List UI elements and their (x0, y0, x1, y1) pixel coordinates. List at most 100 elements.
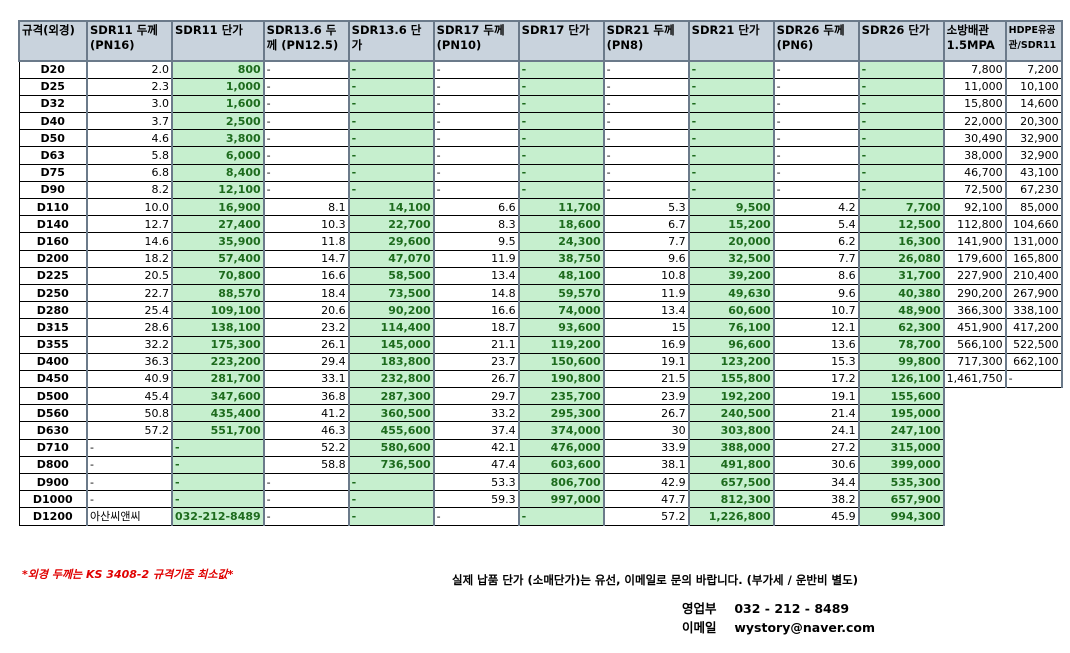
price-cell: 31,700 (858, 266, 945, 285)
thickness-cell: - (86, 472, 173, 492)
thickness-cell: 5.4 (773, 215, 860, 234)
thickness-cell: 3.0 (86, 94, 173, 114)
thickness-cell: 24.1 (773, 421, 860, 440)
email-address[interactable]: wystory@naver.com (734, 620, 875, 635)
price-cell: 491,800 (688, 455, 775, 475)
thickness-cell: 47.7 (603, 490, 690, 509)
perforated-pipe-price-cell: 210,400 (1005, 266, 1063, 285)
price-cell: 994,300 (858, 507, 945, 526)
size-cell: D400 (18, 352, 88, 371)
price-cell: 38,750 (518, 249, 605, 268)
size-cell: D25 (18, 77, 88, 96)
thickness-cell: 11.8 (263, 232, 350, 251)
table-row: D25 2.3 1,000- - - - - - - -11,000 10,100 (18, 77, 1063, 96)
thickness-cell: 6.2 (773, 232, 860, 251)
thickness-cell: 42.1 (433, 438, 520, 457)
size-cell: D280 (18, 301, 88, 320)
thickness-cell: - (433, 163, 520, 182)
thickness-cell: - (263, 129, 350, 148)
thickness-cell: - (433, 94, 520, 114)
table-row: D50 4.6 3,800- - - - - - - -30,490 32,900 (18, 129, 1063, 148)
table-row: D110 10.0 16,900 8.1 14,100 6.6 11,700 5.3 9,500… (18, 197, 1063, 217)
price-cell: - (171, 438, 265, 457)
table-row: D140 12.7 27,400 10.3 22,700 8.3 18,600 6.7 15,2… (18, 215, 1063, 234)
price-cell: 48,900 (858, 301, 945, 320)
price-cell: 1,000 (171, 77, 265, 96)
thickness-cell: 19.1 (773, 387, 860, 406)
fire-pipe-price-cell: 179,600 (943, 249, 1007, 268)
thickness-cell: 47.4 (433, 455, 520, 475)
table-row: D800- -58.8 736,500 47.4 603,600 38.1 491,800 3… (18, 455, 1062, 475)
thickness-cell: 45.9 (773, 507, 860, 526)
price-cell: - (858, 180, 945, 200)
price-cell: 145,000 (348, 335, 435, 354)
fire-pipe-price-cell: 141,900 (943, 232, 1007, 251)
thickness-cell: - (263, 163, 350, 182)
table-row: D1000- - - -59.3 997,000 47.7 812,300 38.2 657,9… (18, 490, 1062, 509)
size-cell: D50 (18, 129, 88, 148)
fire-pipe-price-cell: 290,200 (943, 283, 1007, 303)
thickness-cell: - (263, 507, 350, 526)
price-cell: 183,800 (348, 352, 435, 371)
empty-cell (1006, 439, 1062, 456)
thickness-cell: 25.4 (86, 301, 173, 320)
price-cell: 27,400 (171, 215, 265, 234)
table-body: D20 2.0 800- - - - - - - -7,800 7,200 D25 2.3 1,000- -… (18, 60, 1063, 526)
price-cell: 1,226,800 (688, 507, 775, 526)
thickness-cell: 50.8 (86, 404, 173, 423)
thickness-cell: - (433, 146, 520, 165)
sales-contact: 영업부 032 - 212 - 8489 (682, 598, 849, 617)
price-cell: 60,600 (688, 301, 775, 320)
perforated-pipe-price-cell: 417,200 (1005, 318, 1063, 337)
thickness-cell: 18.2 (86, 249, 173, 268)
thickness-cell: 13.4 (433, 266, 520, 285)
price-cell: 8,400 (171, 163, 265, 182)
thickness-cell: 40.9 (86, 369, 173, 389)
thickness-cell: 12.7 (86, 215, 173, 234)
size-cell: D75 (18, 163, 88, 182)
thickness-cell: - (263, 180, 350, 200)
size-cell: D250 (18, 283, 88, 303)
price-cell: 26,080 (858, 249, 945, 268)
thickness-cell: - (773, 129, 860, 148)
table-row: D75 6.8 8,400- - - - - - - -46,700 43,100 (18, 163, 1063, 182)
empty-cell (1006, 422, 1062, 439)
price-cell: 88,570 (171, 283, 265, 303)
price-cell: - (858, 112, 945, 131)
empty-cell (1006, 456, 1062, 473)
price-cell: - (688, 129, 775, 148)
thickness-cell: 18.4 (263, 283, 350, 303)
fire-pipe-price-cell: 22,000 (943, 112, 1007, 131)
thickness-cell: - (603, 60, 690, 79)
table-row: D1200 아산씨앤씨 032-212-8489- - - -57.2 1,226,800 4… (18, 507, 1062, 526)
price-cell: 15,200 (688, 215, 775, 234)
table-row: D630 57.2 551,700 46.3 455,600 37.4 374,000 30 3… (18, 421, 1062, 440)
thickness-cell: 53.3 (433, 472, 520, 492)
price-cell: 29,600 (348, 232, 435, 251)
fire-pipe-price-cell: 30,490 (943, 129, 1007, 148)
price-cell: - (858, 60, 945, 79)
size-cell: D1200 (18, 507, 88, 526)
price-cell: 281,700 (171, 369, 265, 389)
column-header: HDPE유공관/SDR11 (1004, 20, 1063, 62)
price-cell: 59,570 (518, 283, 605, 303)
table-row: D900- - - -53.3 806,700 42.9 657,500 34.4 535,30… (18, 472, 1062, 492)
thickness-cell: - (263, 60, 350, 79)
price-cell: - (348, 112, 435, 131)
price-cell: 399,000 (858, 455, 945, 475)
thickness-cell: 23.9 (603, 387, 690, 406)
price-cell: - (688, 180, 775, 200)
table-row: D560 50.8 435,400 41.2 360,500 33.2 295,300 26.… (18, 404, 1062, 423)
price-cell: 295,300 (518, 404, 605, 423)
price-cell: 032-212-8489 (171, 507, 265, 526)
thickness-cell: 5.8 (86, 146, 173, 165)
size-cell: D40 (18, 112, 88, 131)
price-cell: 657,900 (858, 490, 945, 509)
price-cell: 150,600 (518, 352, 605, 371)
fire-pipe-price-cell: 38,000 (943, 146, 1007, 165)
price-cell: - (858, 129, 945, 148)
price-cell: 175,300 (171, 335, 265, 354)
size-cell: D800 (18, 455, 88, 475)
column-header: SDR21 단가 (687, 20, 775, 62)
price-cell: 736,500 (348, 455, 435, 475)
